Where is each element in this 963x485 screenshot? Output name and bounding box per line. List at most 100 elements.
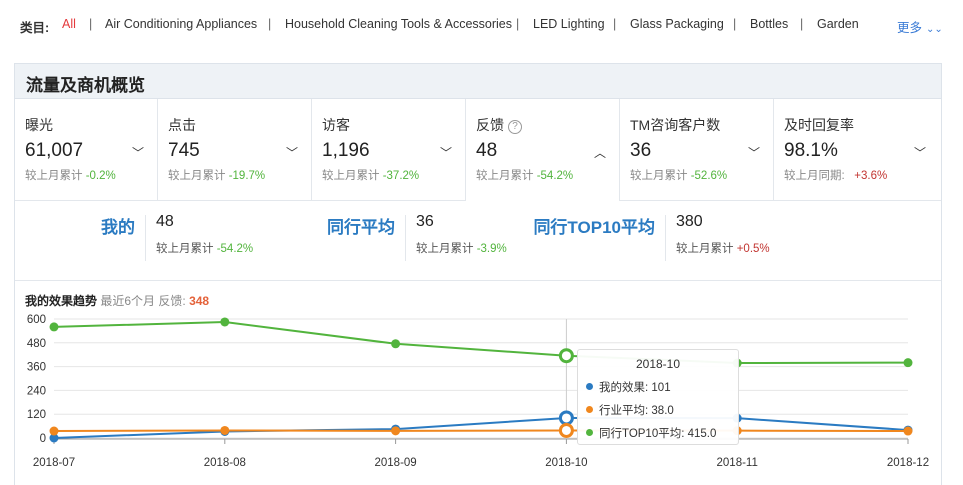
series-point — [220, 317, 230, 327]
category-item-glass-packaging[interactable]: Glass Packaging — [630, 17, 724, 31]
series-point — [49, 322, 59, 332]
chart-period: 最近6个月 — [100, 294, 156, 308]
metric-cards: 曝光 61,007 ﹀ 较上月累计 -0.2% 点击 745 ﹀ 较上月累计 -… — [15, 99, 941, 201]
metric-value: 61,007 — [25, 140, 84, 161]
double-chevron-down-icon: ⌄⌄ — [926, 24, 943, 35]
series-line-2 — [53, 320, 909, 365]
series-point-highlight — [558, 410, 574, 426]
category-separator: | — [800, 17, 804, 31]
metric-change: 较上月累计 -52.6% — [630, 170, 728, 182]
metric-label: 反馈? — [476, 115, 522, 135]
series-point — [49, 433, 59, 443]
category-item-household-cleaning[interactable]: Household Cleaning Tools & Accessories — [285, 17, 512, 31]
category-item-led-lighting[interactable]: LED Lighting — [533, 17, 605, 31]
compare-change-top10-avg: 较上月累计 +0.5% — [676, 243, 770, 255]
metric-card-clicks[interactable]: 点击 745 ﹀ 较上月累计 -19.7% — [158, 99, 312, 201]
series-point — [391, 426, 401, 436]
x-tick-label: 2018-08 — [204, 457, 246, 469]
metric-label: TM咨询客户数 — [630, 117, 721, 133]
metric-label: 点击 — [168, 117, 196, 133]
x-tick-label: 2018-12 — [887, 457, 929, 469]
compare-name-top10-avg: 同行TOP10平均 — [533, 218, 655, 237]
category-separator: | — [89, 17, 93, 31]
metric-change: 较上月累计 -19.7% — [168, 170, 266, 182]
panel-title: 流量及商机概览 — [26, 76, 145, 95]
metric-card-tm-inquiry[interactable]: TM咨询客户数 36 ﹀ 较上月累计 -52.6% — [620, 99, 774, 201]
chevron-down-icon[interactable]: ﹀ — [748, 146, 761, 160]
metric-change: 较上月同期: +3.6% — [784, 170, 888, 182]
question-mark-icon[interactable]: ? — [508, 120, 522, 134]
divider — [405, 215, 406, 261]
series-point — [903, 426, 913, 436]
chevron-up-icon[interactable]: ︿ — [594, 146, 607, 160]
more-categories-button[interactable]: 更多 ⌄⌄ — [897, 17, 943, 36]
metric-label: 访客 — [322, 117, 350, 133]
series-point — [49, 426, 59, 436]
category-item-garden[interactable]: Garden — [817, 17, 859, 31]
category-item-air-conditioning[interactable]: Air Conditioning Appliances — [105, 17, 258, 31]
y-tick-label: 480 — [27, 338, 46, 350]
x-tick-label: 2018-11 — [717, 457, 758, 469]
metric-value: 1,196 — [322, 140, 370, 161]
x-tick-label: 2018-07 — [33, 457, 75, 469]
metric-change: 较上月累计 -0.2% — [25, 170, 116, 182]
series-point — [391, 339, 401, 349]
y-tick-label: 120 — [27, 409, 46, 421]
metric-label: 及时回复率 — [784, 117, 854, 133]
compare-name-peer-avg: 同行平均 — [327, 218, 395, 237]
y-tick-label: 240 — [27, 385, 46, 397]
category-item-bottles[interactable]: Bottles — [750, 17, 789, 31]
dot-icon — [586, 406, 593, 413]
chart-title: 我的效果趋势 最近6个月 反馈: 348 — [25, 294, 210, 308]
x-tick-label: 2018-10 — [545, 457, 587, 469]
compare-change-mine: 较上月累计 -54.2% — [156, 243, 254, 255]
metric-value: 98.1% — [784, 140, 838, 161]
metric-value: 745 — [168, 140, 200, 161]
more-label: 更多 — [897, 21, 923, 35]
compare-change-peer-avg: 较上月累计 -3.9% — [416, 243, 507, 255]
series-point — [903, 358, 913, 368]
dot-icon — [586, 383, 593, 390]
compare-value-peer-avg: 36 — [416, 213, 434, 230]
comparison-strip: 我的 48 较上月累计 -54.2% 同行平均 36 较上月累计 -3.9% 同… — [15, 201, 941, 281]
metric-card-reply-rate[interactable]: 及时回复率 98.1% ﹀ 较上月同期: +3.6% — [774, 99, 941, 201]
category-item-all[interactable]: All — [62, 17, 76, 31]
tooltip-title: 2018-10 — [635, 357, 681, 371]
metric-card-exposure[interactable]: 曝光 61,007 ﹀ 较上月累计 -0.2% — [15, 99, 158, 201]
series-point-highlight — [558, 422, 574, 438]
category-separator: | — [268, 17, 272, 31]
category-separator: | — [733, 17, 737, 31]
metric-card-visitors[interactable]: 访客 1,196 ﹀ 较上月累计 -37.2% — [312, 99, 466, 201]
series-point-highlight — [558, 348, 574, 364]
divider — [145, 215, 146, 261]
chevron-down-icon[interactable]: ﹀ — [440, 146, 453, 160]
dot-icon — [586, 429, 593, 436]
chart-metric-value: 348 — [189, 294, 210, 308]
metric-card-feedback[interactable]: 反馈? 48 ︿ 较上月累计 -54.2% — [466, 99, 620, 201]
tooltip-row-top10: 同行TOP10平均: 415.0 — [586, 425, 716, 441]
metric-label: 曝光 — [25, 117, 53, 133]
chevron-down-icon[interactable]: ﹀ — [914, 146, 927, 160]
compare-value-top10-avg: 380 — [676, 213, 703, 230]
metric-change: 较上月累计 -54.2% — [476, 170, 574, 182]
chevron-down-icon[interactable]: ﹀ — [286, 146, 299, 160]
metric-value: 36 — [630, 140, 652, 161]
compare-value-mine: 48 — [156, 213, 174, 230]
metric-change: 较上月累计 -37.2% — [322, 170, 420, 182]
category-separator: | — [613, 17, 617, 31]
y-tick-label: 0 — [40, 433, 46, 445]
x-tick-label: 2018-09 — [374, 457, 416, 469]
y-tick-label: 600 — [27, 314, 46, 326]
chevron-down-icon[interactable]: ﹀ — [132, 146, 145, 160]
tooltip-row-industry: 行业平均: 38.0 — [586, 402, 674, 418]
series-line-0 — [53, 416, 909, 439]
series-line-1 — [53, 429, 909, 433]
chart-metric-label: 反馈: — [158, 294, 186, 308]
chart-tooltip: 2018-10 我的效果: 101 行业平均: 38.0 同行TOP10平均: … — [577, 349, 739, 445]
category-separator: | — [516, 17, 520, 31]
tooltip-row-mine: 我的效果: 101 — [586, 379, 671, 395]
panel-header — [15, 64, 941, 99]
divider — [665, 215, 666, 261]
compare-name-mine: 我的 — [101, 218, 135, 237]
